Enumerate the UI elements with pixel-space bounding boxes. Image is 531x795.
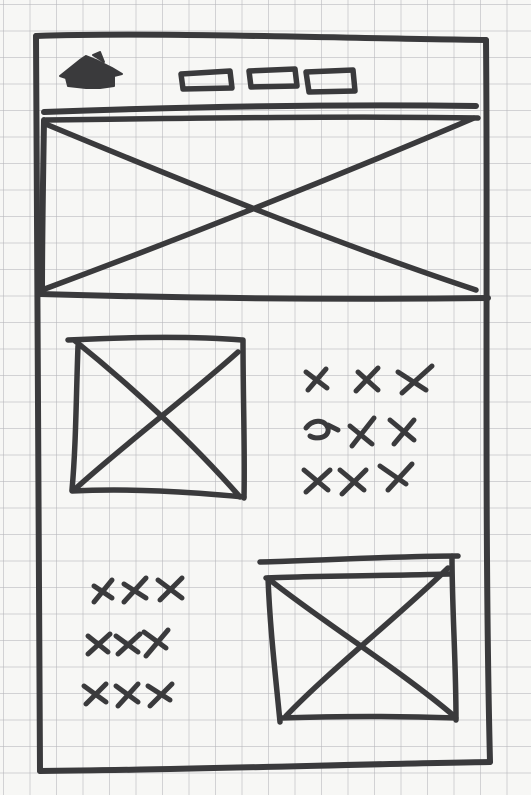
feature-2-image-placeholder (257, 553, 461, 725)
feature-1-text (301, 363, 435, 497)
text-line (303, 363, 435, 396)
nav-item-2 (246, 66, 300, 90)
text-line (91, 575, 185, 605)
feature-1-image-placeholder (65, 334, 248, 501)
nav-item-1 (178, 68, 235, 92)
header-bar (41, 51, 481, 123)
feature-2-text (81, 575, 185, 709)
nav-item-3 (303, 67, 358, 95)
text-line (85, 627, 171, 659)
hero-image-placeholder (37, 115, 491, 302)
text-line (301, 461, 415, 497)
house-icon (59, 55, 123, 89)
text-line (81, 681, 175, 709)
device-frame (33, 31, 493, 774)
text-line (303, 415, 417, 449)
